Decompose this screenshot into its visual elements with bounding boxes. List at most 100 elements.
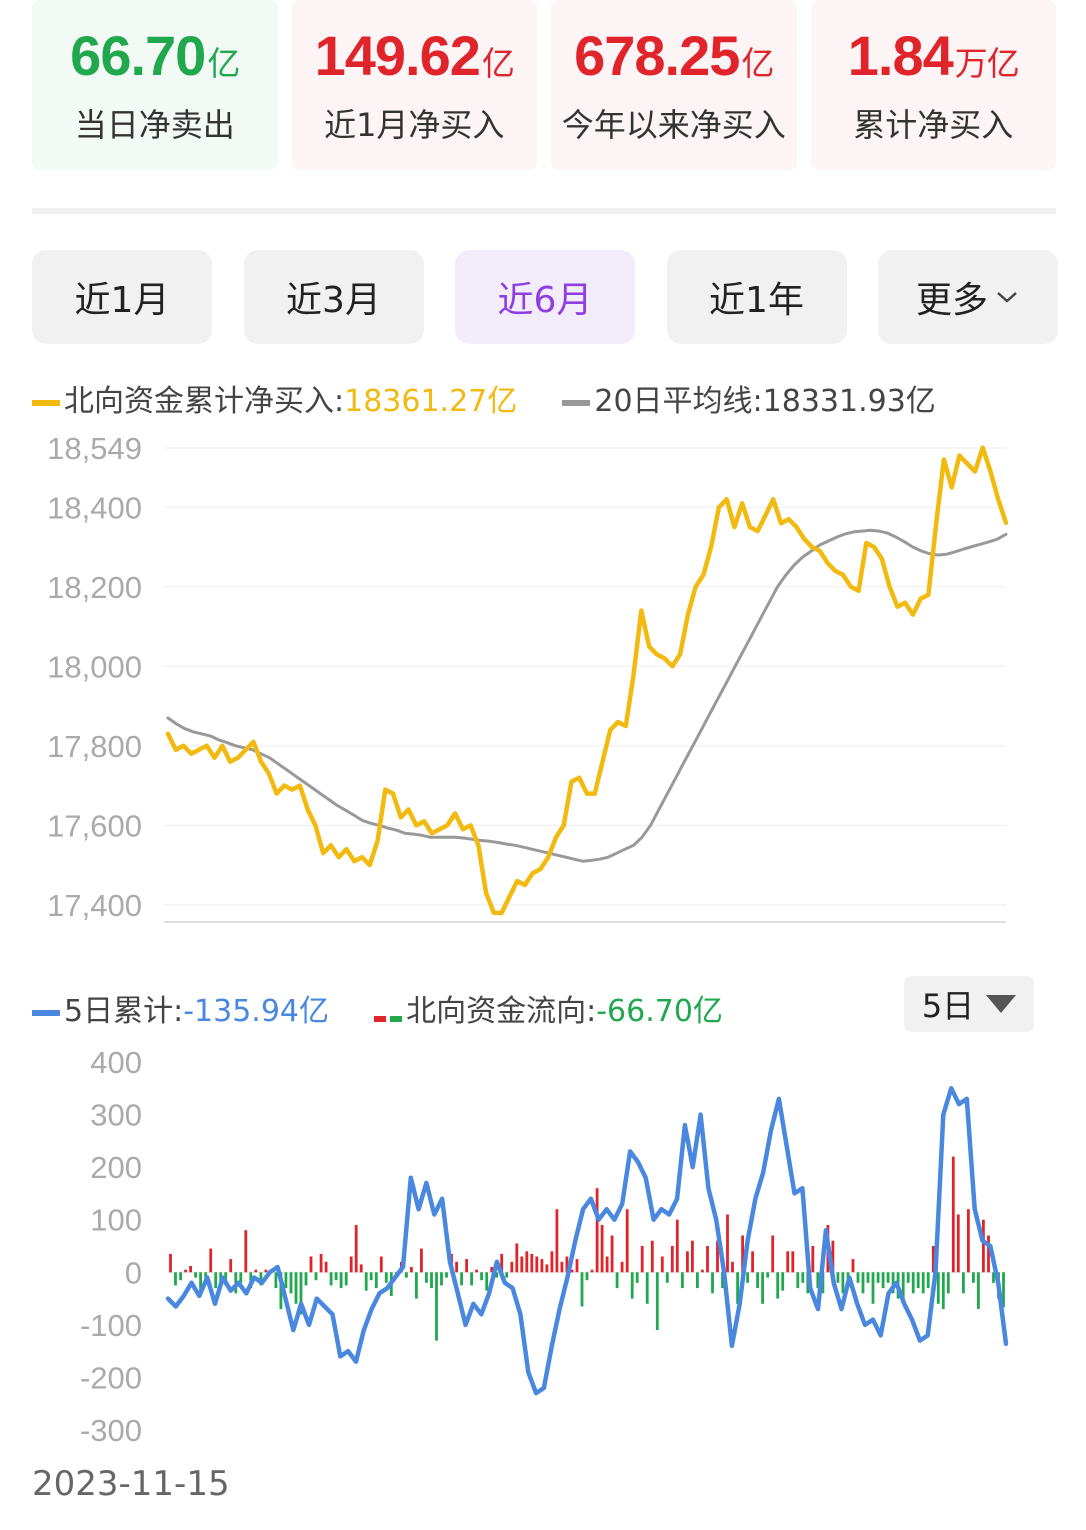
flow-bar (189, 1266, 192, 1273)
flow-bar (199, 1272, 202, 1294)
tab-6-months[interactable]: 近6月 (455, 250, 635, 344)
flow-bar (555, 1209, 559, 1273)
flow-bar (480, 1272, 483, 1281)
flow-bar (334, 1272, 338, 1281)
tab-3-months[interactable]: 近3月 (243, 250, 424, 344)
flow-bar (455, 1261, 458, 1273)
cumulative-line-chart: 18,549 18,400 18,200 18,000 17,800 17,600 17,4… (47, 431, 1009, 923)
flow-bar (570, 1269, 574, 1273)
flow-bar (746, 1272, 749, 1283)
flow-bar (505, 1272, 509, 1278)
x-axis-start-label: 2023-11-15 (32, 1464, 230, 1504)
flow-bar (214, 1272, 218, 1289)
flow-bar (886, 1272, 890, 1283)
y-tick-label: 300 (90, 1098, 142, 1133)
flow-bar (926, 1272, 930, 1289)
flow-bar (881, 1272, 885, 1289)
flow-bar (259, 1272, 263, 1286)
period-selector[interactable]: 5日 (904, 976, 1034, 1032)
y-tick-label: 17,800 (47, 729, 142, 764)
stat-value: 149.62亿 (314, 24, 515, 87)
flow-bar (410, 1267, 413, 1273)
flow-bar (946, 1272, 950, 1294)
stat-value: 678.25亿 (574, 24, 774, 87)
flow-bar (635, 1272, 639, 1283)
y-tick-label: -200 (80, 1360, 142, 1395)
flow-bar (425, 1272, 428, 1283)
chevron-down-icon (997, 292, 1017, 303)
flow-bar (344, 1272, 348, 1286)
flow-bar (440, 1272, 443, 1286)
tab-1-month[interactable]: 近1月 (32, 250, 212, 344)
flow-bar (941, 1272, 945, 1310)
tab-more[interactable]: 更多 (878, 250, 1058, 344)
flow-bar (239, 1272, 243, 1283)
flow-bar (696, 1272, 699, 1289)
cumulative-line (165, 445, 1009, 916)
stat-value: 66.70亿 (70, 24, 240, 87)
legend-swatch-5day (32, 1009, 60, 1016)
flow-bar (590, 1269, 594, 1273)
stat-label: 当日净卖出 (74, 106, 235, 144)
flow-bar (520, 1256, 524, 1273)
flow-bar (811, 1246, 815, 1273)
flow-bar (776, 1272, 780, 1299)
flow-bar (495, 1272, 499, 1278)
y-tick-label: 18,400 (47, 490, 142, 525)
flow-bar (279, 1272, 283, 1310)
flow-bar (550, 1251, 554, 1273)
flow-bar (972, 1272, 975, 1283)
flow-bar (264, 1269, 268, 1273)
flow-bar (911, 1272, 915, 1294)
stat-value: 1.84万亿 (847, 24, 1020, 87)
flow-bar (640, 1246, 644, 1273)
flow-bar (625, 1209, 629, 1273)
flow-bar (299, 1272, 303, 1315)
flow-bar (169, 1253, 172, 1273)
flow-bar (209, 1248, 213, 1273)
flow-bar-chart: 400 300 200 100 0 -100 -200 -300 (80, 1045, 1009, 1448)
flow-bar (460, 1272, 463, 1286)
flow-bar (174, 1272, 177, 1286)
flow-bar (936, 1272, 940, 1304)
flow-bar (364, 1272, 368, 1291)
flow-bar (510, 1261, 514, 1273)
y-tick-label: 18,200 (47, 570, 142, 605)
legend-flow-value: -66.70亿 (596, 994, 723, 1029)
flow-bar (585, 1272, 589, 1281)
top-chart-legend: 北向资金累计净买入:18361.27亿 20日平均线:18331.93亿 (32, 376, 936, 420)
flow-bar (675, 1219, 679, 1273)
period-selector-label: 5日 (921, 987, 975, 1025)
flow-bar (856, 1272, 860, 1283)
flow-bar (610, 1235, 614, 1273)
y-tick-label: 400 (90, 1045, 142, 1080)
flow-bar (766, 1272, 770, 1278)
stats-row: 66.70亿 当日净卖出 149.62亿 近1月净买入 678.25亿 今年以来… (32, 0, 1056, 170)
flow-bar (630, 1272, 634, 1299)
flow-bar (184, 1269, 187, 1273)
flow-bar (866, 1272, 870, 1283)
flow-bar (314, 1272, 318, 1281)
flow-bar (851, 1259, 855, 1273)
divider (32, 208, 1056, 214)
flow-bar (309, 1256, 313, 1273)
flow-bar (836, 1272, 840, 1283)
flow-bar (470, 1272, 473, 1286)
ma20-line (166, 528, 1008, 863)
flow-bar (650, 1240, 654, 1273)
flow-bar (560, 1261, 564, 1273)
flow-bar (615, 1272, 619, 1289)
flow-bar (605, 1256, 609, 1273)
flow-bar (430, 1272, 433, 1289)
flow-bar (304, 1272, 308, 1286)
tab-1-year[interactable]: 近1年 (666, 250, 847, 344)
flow-bar (369, 1272, 373, 1281)
range-tabs: 近1月 近3月 近6月 近1年 更多 (32, 250, 1058, 344)
flow-bar (716, 1240, 719, 1273)
stat-box-total: 1.84万亿 累计净买入 (810, 0, 1056, 170)
flow-bar (956, 1214, 960, 1273)
flow-bar (831, 1240, 835, 1273)
flow-bar (324, 1261, 328, 1273)
flow-bar (359, 1264, 363, 1273)
flow-bar (420, 1248, 423, 1273)
